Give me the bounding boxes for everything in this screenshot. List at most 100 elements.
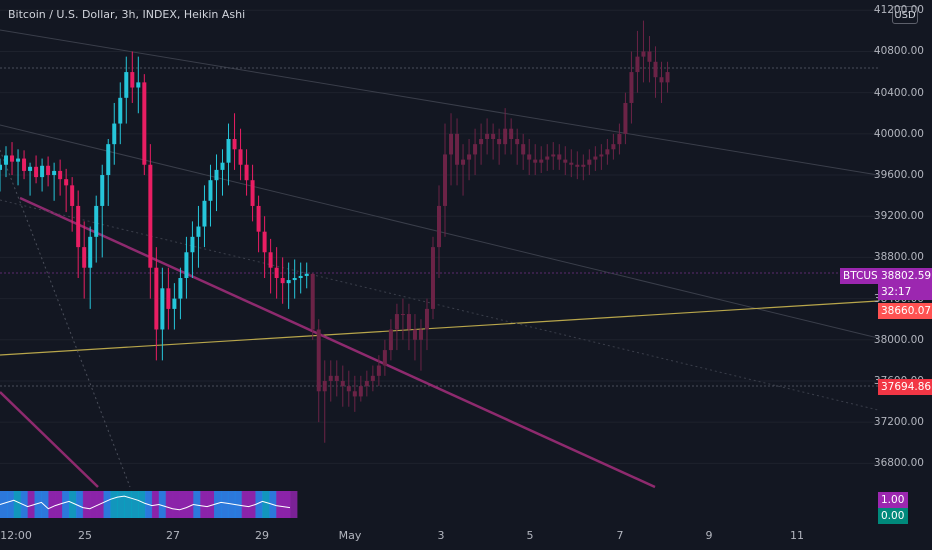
candle-body	[400, 314, 405, 316]
candle-body	[527, 154, 532, 160]
indicator-cell	[69, 491, 77, 518]
candle-body	[424, 308, 429, 330]
dotted-trendline	[0, 149, 131, 488]
indicator-cell	[158, 491, 167, 518]
indicator-cell	[200, 491, 208, 518]
candle-body	[286, 280, 291, 284]
indicator-cell	[20, 491, 29, 518]
symbol-tag: BTCUSD	[840, 268, 886, 284]
candle-body	[310, 273, 315, 330]
indicator-cell	[27, 491, 36, 518]
x-tick-label: 5	[526, 529, 534, 542]
indicator-cell	[96, 491, 105, 518]
candle-body	[244, 164, 249, 181]
symbol-price-tag: 38802.59	[878, 268, 932, 284]
candle-body	[406, 314, 411, 330]
indicator-cell	[110, 491, 118, 518]
candle-body	[4, 155, 9, 165]
indicator-cell	[131, 491, 139, 518]
candle-body	[118, 97, 123, 124]
candle-body	[184, 252, 189, 279]
indicator-cell	[220, 491, 229, 518]
x-tick-label: 29	[255, 529, 269, 542]
candle-body	[388, 329, 393, 351]
candle-body	[599, 154, 604, 157]
candle-body	[316, 329, 321, 392]
candle-body	[346, 386, 351, 392]
y-tick-label: 39600.00	[873, 169, 924, 182]
candle-body	[394, 314, 399, 330]
candle-body	[539, 159, 544, 163]
indicator-lower-tag: 0.00	[878, 508, 908, 524]
candle-body	[665, 72, 670, 83]
candle-body	[503, 128, 508, 145]
level-red-tag: 37694.86	[878, 379, 932, 395]
y-tick-label: 38000.00	[873, 333, 924, 346]
indicator-cell	[75, 491, 84, 518]
candle-body	[629, 72, 634, 103]
candle-body	[515, 139, 520, 145]
candle-body	[196, 226, 201, 237]
candle-body	[268, 252, 273, 268]
y-tick-label: 40800.00	[873, 45, 924, 58]
candle-body	[611, 144, 616, 150]
candle-body	[130, 72, 135, 88]
x-tick-label: 11	[790, 529, 804, 542]
candle-body	[142, 82, 147, 165]
candle-body	[364, 380, 369, 387]
candle-body	[653, 61, 658, 78]
level-orange-tag: 38660.07	[878, 303, 932, 319]
indicator-cell	[193, 491, 201, 518]
candle-body	[10, 155, 15, 162]
candle-body	[617, 133, 622, 145]
indicator-cell	[89, 491, 98, 518]
candle-body	[647, 51, 652, 62]
candle-body	[557, 154, 562, 160]
candle-body	[190, 236, 195, 253]
y-tick-label: 41200.00	[873, 4, 924, 17]
x-tick-label: May	[338, 529, 362, 542]
candle-body	[376, 365, 381, 376]
candle-body	[533, 159, 538, 163]
indicator-cell	[283, 491, 291, 518]
symbol-title: Bitcoin / U.S. Dollar, 3h, INDEX, Heikin…	[8, 8, 246, 21]
x-tick-label: 27	[166, 529, 180, 542]
candle-body	[521, 144, 526, 155]
candle-body	[509, 128, 514, 140]
y-tick-label: 39200.00	[873, 210, 924, 223]
trendline-upper	[0, 29, 879, 176]
indicator-cell	[124, 491, 132, 518]
candle-body	[82, 247, 87, 268]
currency-button[interactable]: USD	[892, 6, 918, 24]
y-tick-label: 40400.00	[873, 86, 924, 99]
candle-body	[382, 350, 387, 366]
candle-body	[569, 162, 574, 165]
indicator-cell	[172, 491, 181, 518]
candle-body	[136, 82, 141, 88]
indicator-cell	[117, 491, 125, 518]
indicator-cell	[262, 491, 270, 518]
candle-body	[274, 267, 279, 279]
candle-body	[593, 156, 598, 160]
indicator-cell	[207, 491, 215, 518]
x-tick-label: 3	[437, 529, 445, 542]
y-tick-label: 38800.00	[873, 251, 924, 264]
candle-body	[124, 72, 129, 98]
indicator-upper-tag: 1.00	[878, 492, 908, 508]
candle-body	[623, 102, 628, 134]
dotted-trendline-2	[0, 199, 879, 411]
candle-body	[172, 298, 177, 309]
candle-body	[443, 154, 448, 206]
candle-body	[467, 154, 472, 160]
candle-body	[497, 139, 502, 145]
candle-body	[256, 205, 261, 232]
candle-body	[334, 375, 339, 381]
y-tick-label: 37200.00	[873, 416, 924, 429]
candle-body	[491, 133, 496, 140]
candle-body	[430, 247, 435, 309]
candle-body	[485, 133, 490, 140]
candle-body	[551, 154, 556, 157]
candle-body	[214, 169, 219, 181]
candle-body	[563, 159, 568, 163]
